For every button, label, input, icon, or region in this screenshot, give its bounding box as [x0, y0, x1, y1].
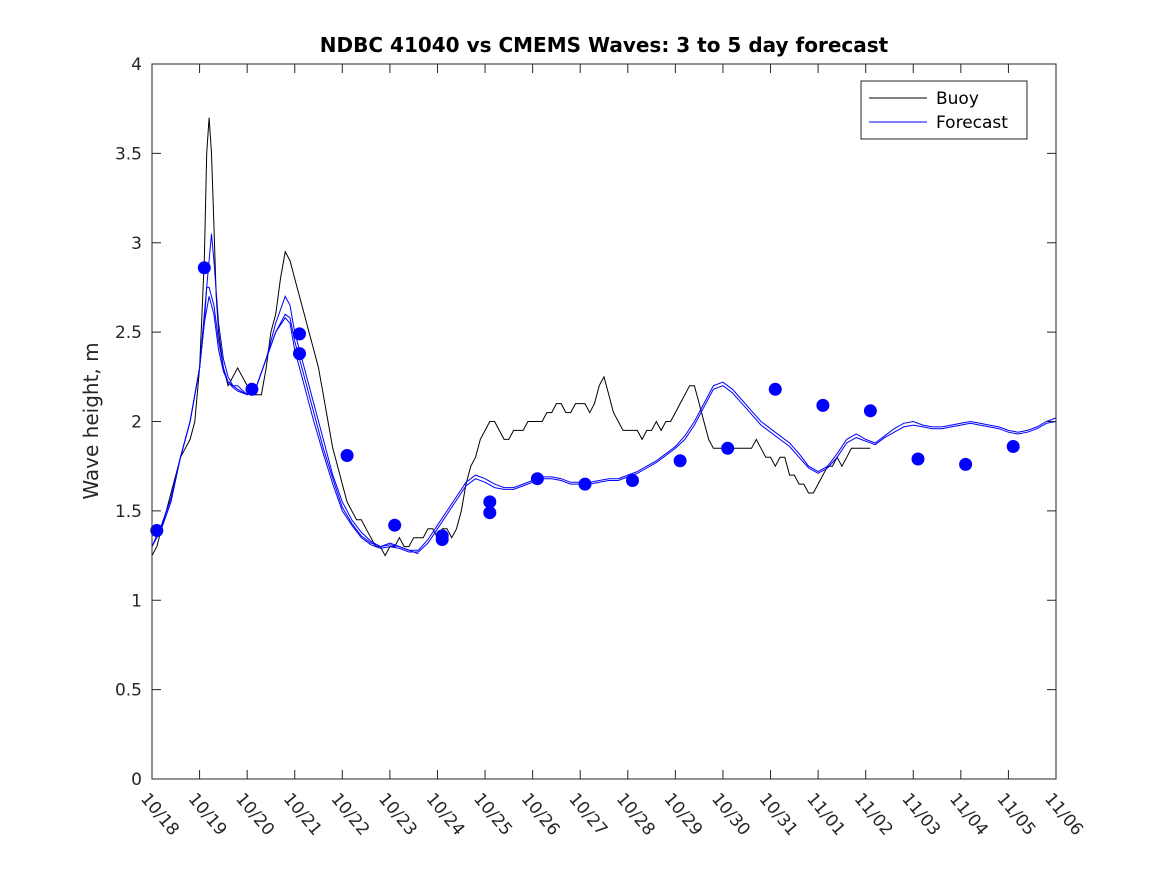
marker-layer: [150, 261, 1020, 546]
y-tick-label: 4: [131, 55, 142, 75]
y-tick-label: 2.5: [115, 323, 142, 343]
y-tick-label: 0.5: [115, 681, 142, 701]
forecast-marker-20: [959, 457, 973, 471]
forecast-marker-2: [245, 382, 259, 396]
forecast-marker-6: [388, 518, 402, 532]
forecast-marker-8: [435, 533, 449, 546]
plot-area: [152, 64, 1056, 779]
y-axis-label: Wave height, m: [79, 342, 103, 499]
forecast-marker-11: [530, 472, 544, 486]
forecast-marker-15: [721, 441, 735, 455]
forecast-marker-0: [150, 524, 164, 537]
y-tick-label: 1: [131, 591, 142, 611]
forecast-marker-5: [340, 449, 354, 462]
forecast-marker-13: [626, 474, 639, 487]
buoy-line: [151, 117, 871, 557]
legend-box: [860, 80, 1028, 140]
legend: Buoy Forecast: [860, 80, 1028, 140]
y-axis: 0 0.5 1 1.5 2 2.5 3 3.5 4: [115, 55, 1056, 790]
y-tick-label: 1.5: [115, 502, 142, 522]
forecast-marker-19: [911, 452, 925, 466]
forecast-marker-4: [293, 347, 306, 361]
y-tick-label: 3.5: [115, 144, 142, 164]
forecast-marker-12: [578, 477, 592, 491]
forecast-marker-16: [768, 382, 782, 396]
y-tick-label: 2: [131, 413, 142, 433]
legend-forecast-label: Forecast: [936, 113, 1008, 133]
y-tick-label: 3: [131, 234, 142, 254]
forecast-marker-17: [816, 398, 830, 412]
forecast-marker-1: [197, 261, 211, 275]
y-tick-label: 0: [131, 770, 142, 790]
chart-title: NDBC 41040 vs CMEMS Waves: 3 to 5 day fo…: [320, 33, 889, 57]
forecast-marker-10: [483, 506, 497, 520]
forecast-marker-18: [863, 404, 877, 418]
forecast-marker-21: [1006, 440, 1020, 453]
forecast-marker-14: [673, 454, 687, 468]
legend-buoy-label: Buoy: [936, 89, 979, 109]
forecast-marker-9: [483, 495, 497, 509]
forecast-marker-3: [293, 327, 306, 341]
